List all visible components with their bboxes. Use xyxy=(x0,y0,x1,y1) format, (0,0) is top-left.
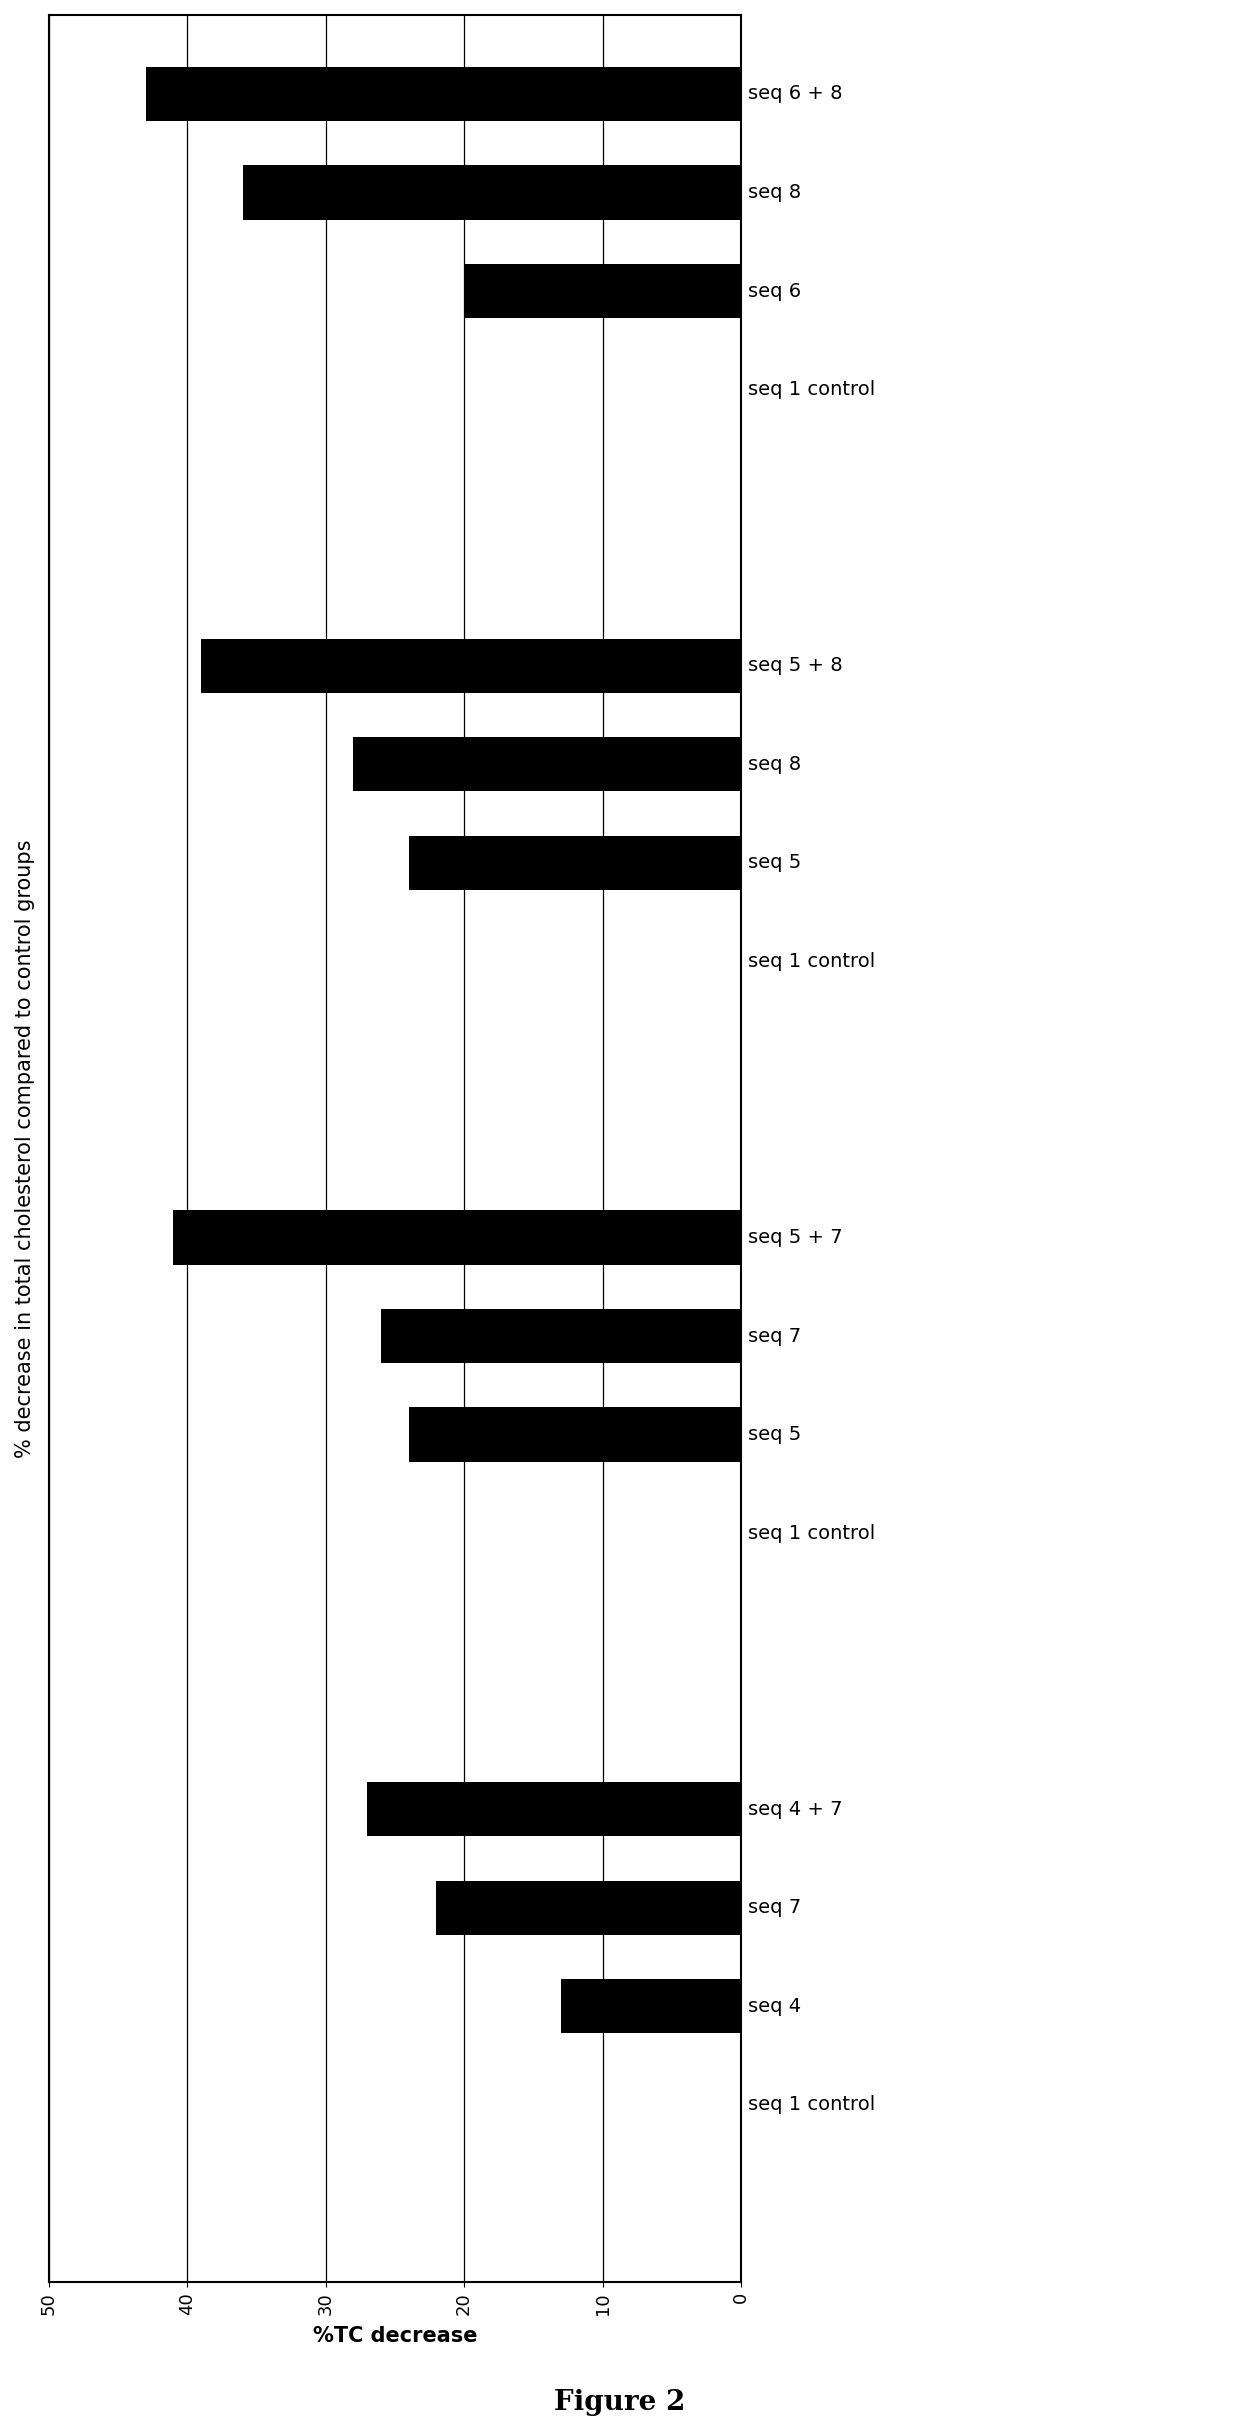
Text: seq 5: seq 5 xyxy=(748,854,801,871)
Text: seq 8: seq 8 xyxy=(748,183,801,202)
X-axis label: %TC decrease: %TC decrease xyxy=(312,2327,477,2346)
Text: seq 7: seq 7 xyxy=(748,1327,801,1346)
Bar xyxy=(201,638,742,694)
Text: seq 7: seq 7 xyxy=(748,1899,801,1918)
Text: seq 6 + 8: seq 6 + 8 xyxy=(748,85,842,102)
Text: seq 5 + 7: seq 5 + 7 xyxy=(748,1227,842,1246)
Text: seq 1 control: seq 1 control xyxy=(748,1524,875,1543)
Bar xyxy=(409,1407,742,1463)
Y-axis label: % decrease in total cholesterol compared to control groups: % decrease in total cholesterol compared… xyxy=(15,840,35,1458)
Text: seq 1 control: seq 1 control xyxy=(748,380,875,399)
Bar xyxy=(381,1309,742,1363)
Bar xyxy=(409,835,742,891)
Text: seq 4: seq 4 xyxy=(748,1996,801,2015)
Bar xyxy=(560,1979,742,2032)
Bar xyxy=(436,1881,742,1935)
Bar xyxy=(367,1782,742,1835)
Bar xyxy=(243,166,742,219)
Text: seq 5: seq 5 xyxy=(748,1424,801,1443)
Text: seq 1 control: seq 1 control xyxy=(748,2096,875,2115)
Text: seq 8: seq 8 xyxy=(748,755,801,774)
Bar xyxy=(146,66,742,122)
Text: seq 5 + 8: seq 5 + 8 xyxy=(748,657,842,674)
Text: Figure 2: Figure 2 xyxy=(554,2388,686,2415)
Text: seq 1 control: seq 1 control xyxy=(748,952,875,971)
Text: seq 6: seq 6 xyxy=(748,282,801,299)
Bar xyxy=(464,263,742,319)
Bar xyxy=(174,1210,742,1266)
Bar xyxy=(353,738,742,791)
Text: seq 4 + 7: seq 4 + 7 xyxy=(748,1799,842,1818)
